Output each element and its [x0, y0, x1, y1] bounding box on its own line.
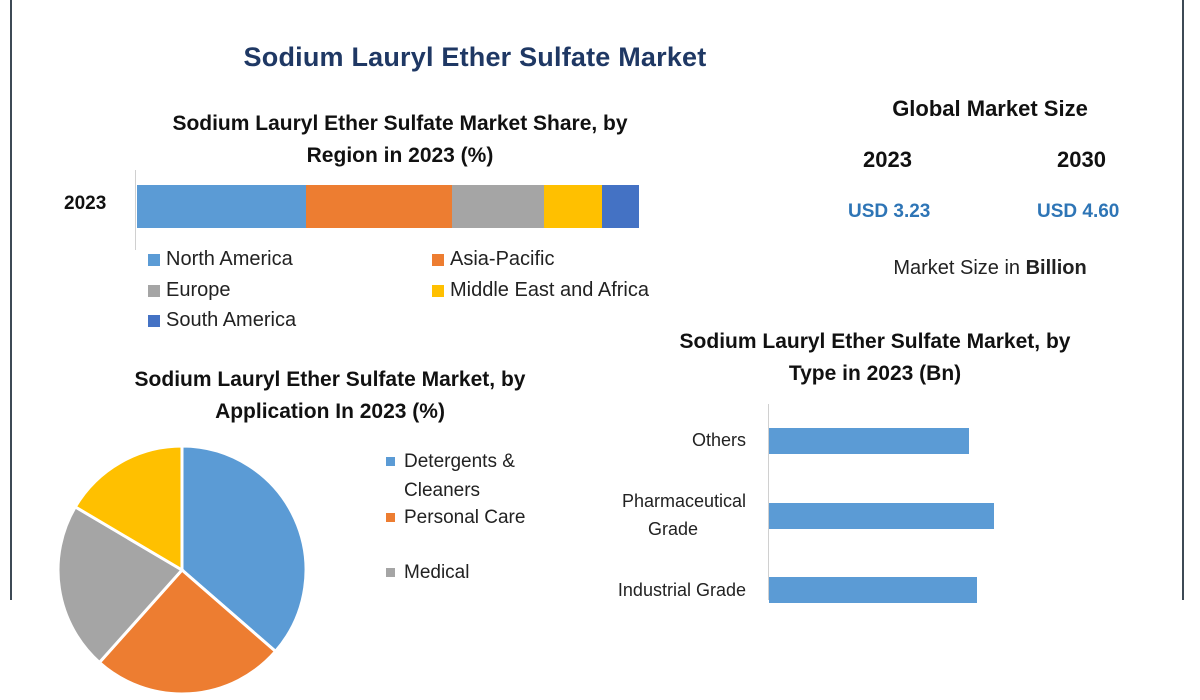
legend-swatch: [432, 284, 444, 297]
type-chart-title: Sodium Lauryl Ether Sulfate Market, by T…: [630, 326, 1120, 390]
legend-label: Medical: [404, 562, 470, 583]
type-bar-industrial-grade: [769, 577, 977, 603]
market-size-unit-note: Market Size in Billion: [840, 257, 1140, 280]
type-label-others: Others: [560, 426, 746, 454]
type-label-pharmaceutical: Pharmaceutical Grade: [560, 487, 746, 543]
legend-middle-east-africa: Middle East and Africa: [432, 279, 649, 302]
legend-swatch: [386, 513, 395, 522]
stack-segment-north-america: [137, 185, 307, 228]
region-chart-axis: [135, 170, 136, 250]
market-year-2030: 2030: [1057, 147, 1106, 172]
frame-border-right: [1182, 0, 1184, 600]
type-chart-title-line2: Type in 2023 (Bn): [788, 362, 962, 385]
legend-swatch: [432, 253, 444, 266]
legend-label: Asia-Pacific: [450, 248, 555, 270]
application-pie-chart: [56, 444, 308, 696]
legend-label: North America: [166, 248, 293, 270]
market-value-2030: USD 4.60: [1037, 201, 1120, 222]
stack-segment-asia-pacific: [306, 185, 453, 228]
unit-note-bold: Billion: [1025, 257, 1087, 279]
legend-label: South America: [166, 309, 297, 331]
region-chart-title-line1: Sodium Lauryl Ether Sulfate Market Share…: [172, 112, 628, 135]
legend-swatch: [148, 253, 160, 266]
global-market-size-title: Global Market Size: [892, 96, 1088, 121]
legend-europe: Europe: [148, 279, 231, 302]
legend-personal-care: Personal Care: [386, 503, 525, 532]
legend-label-line2: Cleaners: [404, 480, 481, 501]
legend-north-america: North America: [148, 248, 293, 271]
legend-detergents-cleaners: Detergents & Cleaners: [386, 447, 515, 505]
region-chart-title-line2: Region in 2023 (%): [306, 144, 494, 167]
type-label-line1: Others: [691, 430, 746, 450]
type-bar-others: [769, 428, 969, 454]
legend-label: Detergents & Cleaners: [404, 447, 515, 505]
type-chart-title-line1: Sodium Lauryl Ether Sulfate Market, by: [679, 330, 1071, 353]
unit-note-prefix: Market Size in: [893, 257, 1026, 279]
type-label-line1: Pharmaceutical: [621, 491, 746, 511]
type-label-line1: Industrial Grade: [617, 580, 746, 600]
legend-swatch: [148, 314, 160, 327]
type-label-line2: Grade: [647, 519, 699, 539]
pie-slice-others: [73, 444, 184, 573]
legend-medical: Medical: [386, 558, 469, 587]
legend-label: Personal Care: [404, 507, 526, 528]
frame-border-left: [10, 0, 12, 600]
market-year-2023: 2023: [863, 147, 912, 172]
legend-asia-pacific: Asia-Pacific: [432, 248, 554, 271]
region-stacked-bar: [137, 185, 639, 228]
application-chart-title-line2: Application In 2023 (%): [215, 400, 445, 423]
legend-south-america: South America: [148, 309, 296, 332]
legend-label: Middle East and Africa: [450, 279, 649, 301]
pie-svg: [56, 444, 308, 696]
region-chart-category-label: 2023: [64, 193, 107, 214]
legend-label-line1: Detergents &: [404, 451, 515, 472]
stack-segment-middle-east-and-africa: [544, 185, 603, 228]
legend-swatch: [148, 284, 160, 297]
legend-swatch: [386, 457, 395, 466]
application-chart-title: Sodium Lauryl Ether Sulfate Market, by A…: [80, 364, 580, 428]
legend-swatch: [386, 568, 395, 577]
legend-label: Europe: [166, 279, 231, 301]
application-chart-title-line1: Sodium Lauryl Ether Sulfate Market, by: [134, 368, 526, 391]
stack-segment-south-america: [602, 185, 639, 228]
page-title: Sodium Lauryl Ether Sulfate Market: [243, 42, 707, 72]
type-bar-pharmaceutical-grade: [769, 503, 995, 529]
stack-segment-europe: [452, 185, 545, 228]
type-label-industrial: Industrial Grade: [560, 576, 746, 604]
type-chart-axis: [768, 404, 769, 600]
region-chart-title: Sodium Lauryl Ether Sulfate Market Share…: [120, 108, 680, 172]
market-value-2023: USD 3.23: [848, 201, 931, 222]
